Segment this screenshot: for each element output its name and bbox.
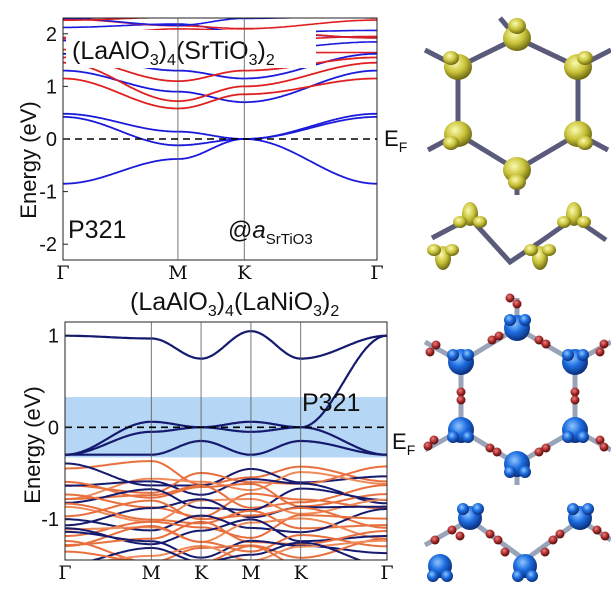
background-band-line [65, 502, 387, 530]
background-band-line [65, 465, 387, 494]
y-axis-label-top: Energy (eV) [16, 101, 41, 218]
background-band-line [63, 18, 377, 22]
background-band-line [65, 478, 387, 505]
band-line-3 [65, 439, 387, 456]
band-lines-bottom [65, 330, 387, 560]
background-band-line [65, 520, 387, 546]
space-group-label-top: P321 [68, 216, 126, 244]
x-tick-label: Γ [58, 562, 71, 584]
background-band-line [63, 7, 377, 17]
background-band-line [65, 545, 286, 560]
axes-frame-bottom [64, 321, 388, 561]
band-line-2 [65, 426, 387, 456]
band-line-5 [63, 77, 377, 110]
fermi-label-top: EF [384, 126, 407, 155]
y-axis-label-bottom: Energy (eV) [20, 386, 45, 503]
x-tick-label: K [294, 562, 309, 584]
band-line-6 [63, 61, 377, 102]
x-tick-label: Γ [56, 262, 69, 284]
background-band-line [65, 537, 387, 560]
title-box [66, 30, 316, 68]
y-tick-labels-bottom: 1 0 -1 [41, 326, 70, 531]
lattice-constant-label: @aSrTiO3 [228, 217, 313, 248]
x-tick-label: K [194, 562, 209, 584]
y-tick-label: 1 [46, 76, 57, 98]
background-band-line [89, 541, 363, 560]
band-line-1 [65, 334, 387, 456]
y-tick-label: 1 [48, 326, 59, 348]
y-tick-label: -1 [41, 509, 59, 531]
band-line-2 [63, 112, 377, 140]
y-tick-label: -2 [39, 234, 57, 256]
x-tick-label: K [237, 262, 252, 284]
panel-title-top: (LaAlO3)4(SrTiO3)2 [72, 37, 275, 69]
x-tick-label: M [168, 262, 187, 284]
background-band-line [63, 18, 312, 27]
band-line-0 [63, 138, 377, 185]
y-tick-label: 2 [46, 24, 57, 46]
background-band-line [65, 484, 387, 509]
panel-title-bottom: (LaAlO3)4(LaNiO3)2 [130, 288, 339, 320]
ni-hexagon-structure-top-view [423, 293, 611, 485]
ti-hexagon-structure-top-view [423, 16, 611, 195]
band-line-1 [63, 116, 377, 147]
x-tick-label: M [142, 562, 161, 584]
y-tick-label: -1 [39, 182, 57, 204]
k-point-lines-bottom [150, 322, 302, 560]
x-tick-label: Γ [370, 262, 383, 284]
fermi-label-bottom: EF [392, 429, 415, 458]
x-tick-label: M [241, 562, 260, 584]
background-band-line [65, 530, 387, 559]
x-tick-label: Γ [380, 562, 393, 584]
background-band-line [65, 460, 387, 486]
panel-bottom: (LaAlO3)4(LaNiO3)2 1 0 -1 Γ M K M K Γ EF P321 E… [20, 288, 415, 584]
background-band-line [65, 492, 387, 518]
ni-buckled-structure-side-view [423, 503, 611, 582]
background-band-line [65, 498, 387, 527]
y-tick-labels-top: -2 -1 0 1 2 [39, 24, 68, 256]
space-group-label-bottom: P321 [302, 389, 360, 417]
y-tick-label: 0 [46, 129, 57, 151]
background-band-line [65, 498, 387, 523]
y-tick-label: 0 [48, 417, 59, 439]
band-line-0 [65, 330, 387, 360]
ti-buckled-structure-side-view [427, 202, 608, 270]
